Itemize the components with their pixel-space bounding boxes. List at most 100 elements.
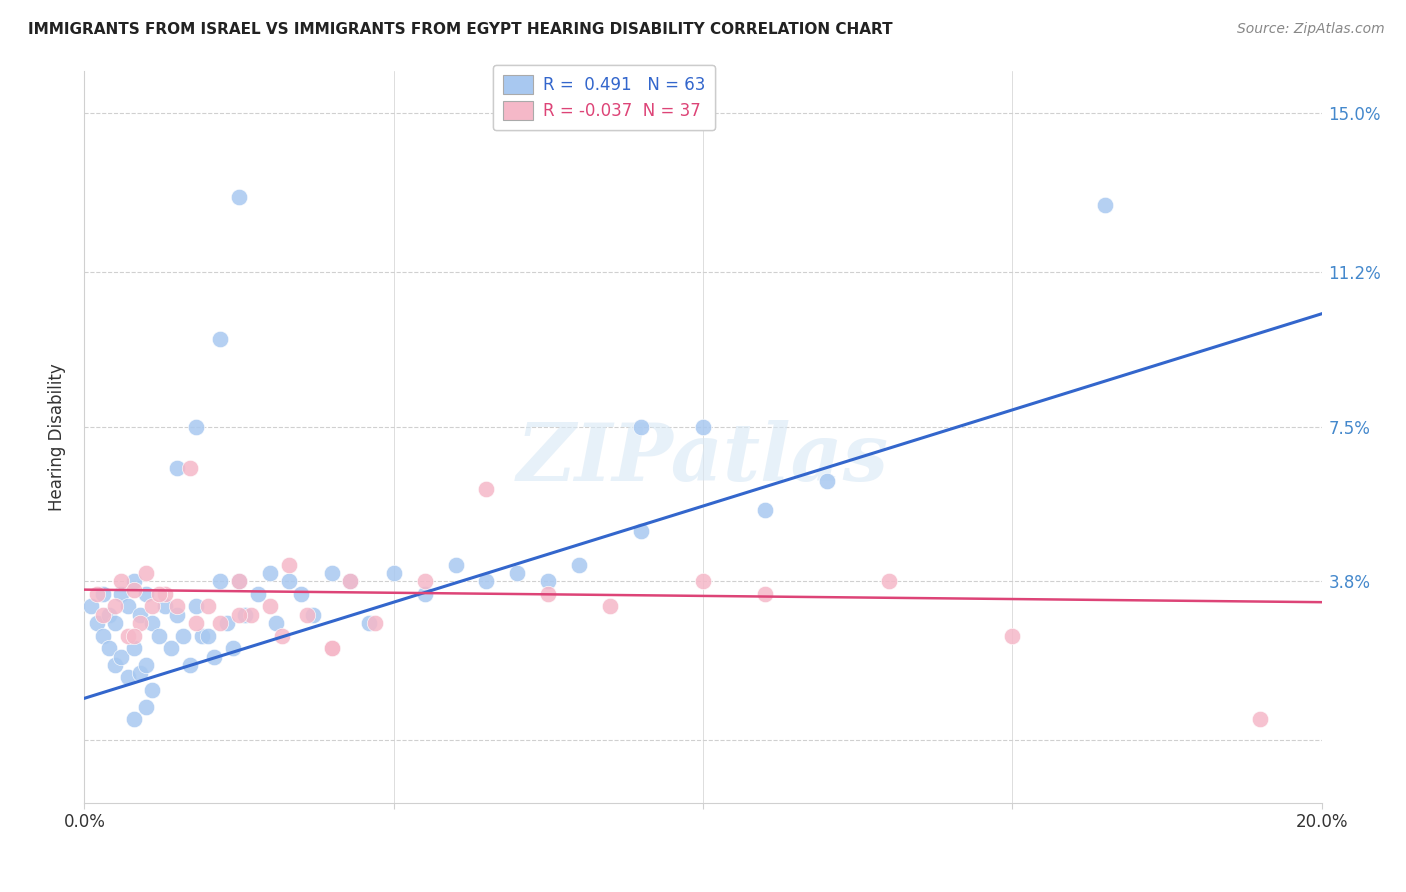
Point	[209, 332, 232, 346]
Point	[184, 616, 207, 631]
Point	[692, 574, 714, 589]
Point	[630, 524, 652, 538]
Point	[475, 574, 498, 589]
Point	[141, 599, 163, 614]
Point	[179, 461, 201, 475]
Point	[129, 607, 152, 622]
Point	[135, 657, 157, 672]
Point	[228, 574, 250, 589]
Point	[172, 629, 194, 643]
Point	[86, 587, 108, 601]
Point	[475, 483, 498, 497]
Point	[599, 599, 621, 614]
Point	[129, 616, 152, 631]
Point	[277, 558, 299, 572]
Point	[122, 641, 145, 656]
Point	[104, 616, 127, 631]
Point	[117, 670, 139, 684]
Legend: R =  0.491   N = 63, R = -0.037  N = 37: R = 0.491 N = 63, R = -0.037 N = 37	[494, 65, 716, 130]
Point	[98, 641, 121, 656]
Point	[568, 558, 591, 572]
Point	[79, 599, 101, 614]
Point	[209, 574, 232, 589]
Point	[117, 629, 139, 643]
Point	[135, 587, 157, 601]
Point	[98, 607, 121, 622]
Point	[91, 607, 114, 622]
Point	[179, 657, 201, 672]
Point	[148, 587, 170, 601]
Point	[117, 599, 139, 614]
Point	[148, 629, 170, 643]
Point	[202, 649, 225, 664]
Point	[209, 616, 232, 631]
Point	[444, 558, 467, 572]
Point	[271, 629, 294, 643]
Point	[321, 641, 343, 656]
Point	[166, 607, 188, 622]
Point	[277, 574, 299, 589]
Point	[302, 607, 325, 622]
Point	[129, 666, 152, 681]
Point	[382, 566, 405, 580]
Point	[815, 474, 838, 488]
Point	[233, 607, 256, 622]
Point	[104, 599, 127, 614]
Point	[537, 574, 560, 589]
Point	[1094, 198, 1116, 212]
Point	[754, 587, 776, 601]
Point	[413, 574, 436, 589]
Point	[91, 587, 114, 601]
Point	[110, 587, 132, 601]
Y-axis label: Hearing Disability: Hearing Disability	[48, 363, 66, 511]
Point	[537, 587, 560, 601]
Point	[141, 682, 163, 697]
Point	[339, 574, 361, 589]
Point	[184, 419, 207, 434]
Point	[290, 587, 312, 601]
Point	[877, 574, 900, 589]
Text: Source: ZipAtlas.com: Source: ZipAtlas.com	[1237, 22, 1385, 37]
Point	[197, 629, 219, 643]
Point	[104, 657, 127, 672]
Point	[86, 616, 108, 631]
Point	[153, 599, 176, 614]
Point	[264, 616, 287, 631]
Point	[692, 419, 714, 434]
Point	[184, 599, 207, 614]
Point	[197, 599, 219, 614]
Point	[321, 566, 343, 580]
Point	[321, 641, 343, 656]
Point	[357, 616, 380, 631]
Point	[110, 649, 132, 664]
Point	[153, 587, 176, 601]
Point	[246, 587, 269, 601]
Point	[166, 599, 188, 614]
Text: IMMIGRANTS FROM ISRAEL VS IMMIGRANTS FROM EGYPT HEARING DISABILITY CORRELATION C: IMMIGRANTS FROM ISRAEL VS IMMIGRANTS FRO…	[28, 22, 893, 37]
Point	[122, 629, 145, 643]
Point	[191, 629, 214, 643]
Point	[122, 712, 145, 726]
Point	[122, 574, 145, 589]
Point	[413, 587, 436, 601]
Point	[228, 574, 250, 589]
Point	[339, 574, 361, 589]
Point	[506, 566, 529, 580]
Point	[122, 582, 145, 597]
Point	[110, 574, 132, 589]
Point	[259, 599, 281, 614]
Point	[259, 566, 281, 580]
Point	[754, 503, 776, 517]
Point	[160, 641, 183, 656]
Point	[1249, 712, 1271, 726]
Point	[630, 419, 652, 434]
Text: ZIPatlas: ZIPatlas	[517, 420, 889, 498]
Point	[91, 629, 114, 643]
Point	[135, 699, 157, 714]
Point	[222, 641, 245, 656]
Point	[364, 616, 387, 631]
Point	[1001, 629, 1024, 643]
Point	[295, 607, 318, 622]
Point	[135, 566, 157, 580]
Point	[166, 461, 188, 475]
